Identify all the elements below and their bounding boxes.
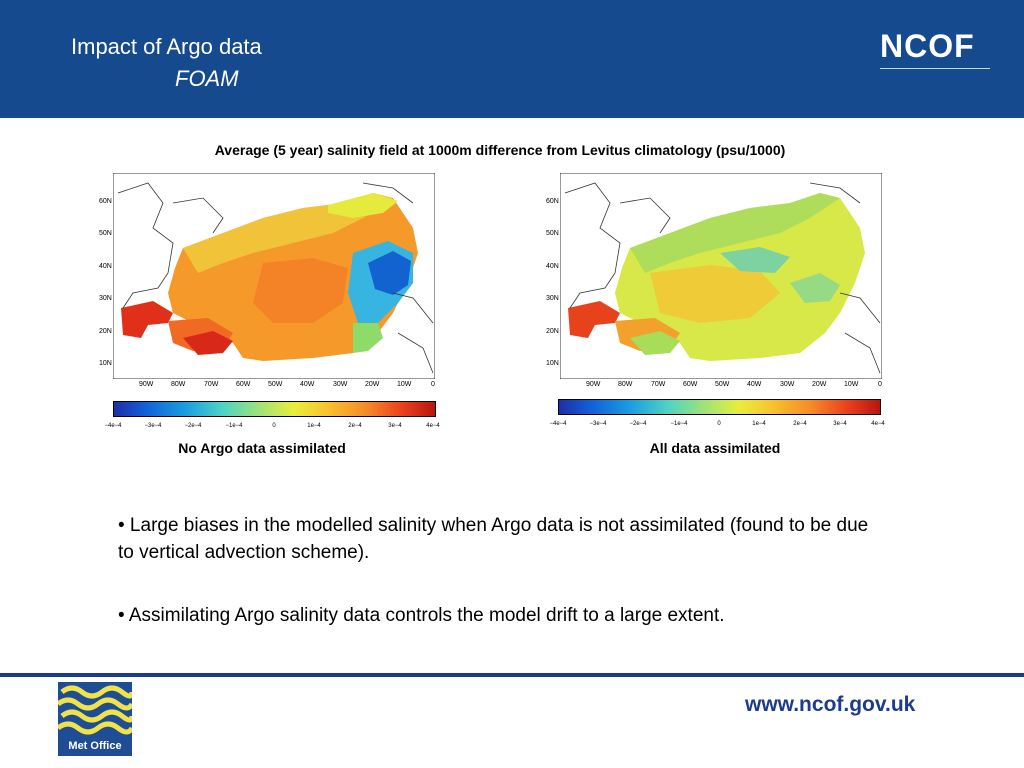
lon-label: 0 bbox=[431, 381, 435, 388]
colorbar-tick: 1e−4 bbox=[752, 421, 766, 427]
colorbar-tick: 1e−4 bbox=[307, 423, 321, 429]
lon-label: 20W bbox=[365, 381, 380, 388]
lon-label: 30W bbox=[333, 381, 348, 388]
lat-label: 30N bbox=[546, 295, 559, 302]
lon-label: 10W bbox=[844, 381, 859, 388]
footer-divider bbox=[0, 673, 1024, 677]
bullet-point: • Large biases in the modelled salinity … bbox=[118, 515, 869, 563]
colorbar-all-data bbox=[558, 399, 881, 415]
lon-label: 80W bbox=[618, 381, 633, 388]
lon-label: 50W bbox=[268, 381, 283, 388]
colorbar-tick: −4e−4 bbox=[549, 421, 567, 427]
lat-label: 10N bbox=[546, 360, 559, 367]
salinity-map-all-data: 60N 50N 40N 30N 20N 10N 90W 80W 70W 60W … bbox=[546, 172, 883, 388]
colorbar-tick: 3e−4 bbox=[833, 421, 847, 427]
colorbar-tick: −2e−4 bbox=[184, 423, 202, 429]
lat-label: 50N bbox=[546, 230, 559, 237]
colorbar-tick: −1e−4 bbox=[225, 423, 243, 429]
map-label-no-argo: No Argo data assimilated bbox=[178, 440, 346, 456]
colorbar-tick: 0 bbox=[717, 421, 721, 427]
slide-subtitle: FOAM bbox=[175, 66, 239, 91]
colorbar-tick: −2e−4 bbox=[629, 421, 647, 427]
lon-label: 70W bbox=[204, 381, 219, 388]
lon-label: 50W bbox=[715, 381, 730, 388]
met-office-logo: Met Office bbox=[56, 682, 135, 756]
bullet-point: • Assimilating Argo salinity data contro… bbox=[118, 605, 725, 626]
lat-label: 10N bbox=[99, 360, 112, 367]
brand-underline bbox=[880, 68, 990, 69]
colorbar-tick: 4e−4 bbox=[871, 421, 885, 427]
lon-label: 30W bbox=[780, 381, 795, 388]
map-label-all-data: All data assimilated bbox=[649, 440, 781, 456]
lat-label: 50N bbox=[99, 230, 112, 237]
salinity-map-no-argo: 60N 50N 40N 30N 20N 10N 90W 80W 70W 60W … bbox=[99, 172, 436, 388]
logo-text: Met Office bbox=[68, 740, 122, 752]
lat-label: 40N bbox=[546, 263, 559, 270]
lon-label: 0 bbox=[878, 381, 882, 388]
lat-label: 40N bbox=[99, 263, 112, 270]
lat-label: 30N bbox=[99, 295, 112, 302]
lon-label: 80W bbox=[171, 381, 186, 388]
lon-label: 20W bbox=[812, 381, 827, 388]
colorbar-tick: −4e−4 bbox=[104, 423, 122, 429]
ncof-logo: NCOF bbox=[880, 28, 975, 64]
lat-label: 20N bbox=[99, 328, 112, 335]
colorbar-tick: 2e−4 bbox=[348, 423, 362, 429]
colorbar-tick: −3e−4 bbox=[144, 423, 162, 429]
lat-label: 20N bbox=[546, 328, 559, 335]
lat-label: 60N bbox=[546, 198, 559, 205]
lon-label: 10W bbox=[397, 381, 412, 388]
colorbar-tick: 3e−4 bbox=[388, 423, 402, 429]
colorbar-tick: 2e−4 bbox=[793, 421, 807, 427]
figure-caption: Average (5 year) salinity field at 1000m… bbox=[214, 142, 786, 158]
colorbar-tick: 0 bbox=[272, 423, 276, 429]
colorbar-tick: −3e−4 bbox=[589, 421, 607, 427]
colorbar-tick: −1e−4 bbox=[670, 421, 688, 427]
map-no-argo-graphic bbox=[112, 172, 436, 380]
wave-icon bbox=[56, 685, 135, 735]
slide-title: Impact of Argo data bbox=[71, 34, 262, 59]
map-all-data-graphic bbox=[559, 172, 883, 380]
lon-label: 40W bbox=[747, 381, 762, 388]
colorbar-tick: 4e−4 bbox=[426, 423, 440, 429]
lon-label: 40W bbox=[300, 381, 315, 388]
lon-label: 90W bbox=[586, 381, 601, 388]
lon-label: 90W bbox=[139, 381, 154, 388]
header-bar: Impact of Argo data FOAM NCOF bbox=[0, 0, 1024, 118]
website-link[interactable]: www.ncof.gov.uk bbox=[745, 693, 916, 716]
lon-label: 60W bbox=[236, 381, 251, 388]
colorbar-no-argo bbox=[113, 401, 436, 417]
lon-label: 60W bbox=[683, 381, 698, 388]
lon-label: 70W bbox=[651, 381, 666, 388]
lat-label: 60N bbox=[99, 198, 112, 205]
